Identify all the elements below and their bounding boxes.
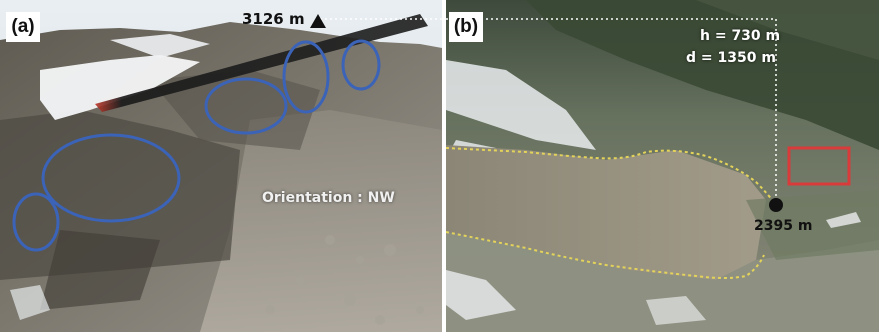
deposit-outline-upper [446,147,777,206]
summit-triangle-icon [310,14,326,28]
rock-face-photo [0,0,442,332]
summit-guide-line [320,18,446,20]
base-elevation-label: 2395 m [754,218,813,234]
height-label: h = 730 m [700,28,781,44]
photo-panel-a [0,0,442,332]
deposit-outline-lower [446,231,765,279]
orientation-label: Orientation : NW [262,190,395,206]
unstable-zone-ellipse [204,77,288,135]
panel-label-b: (b) [449,12,483,42]
distance-label: d = 1350 m [686,50,776,66]
unstable-zone-ellipse [282,40,330,114]
valley-photo [446,0,879,332]
unstable-zone-ellipse [341,39,381,91]
panel-divider [442,0,446,332]
unstable-zone-ellipse [12,192,60,252]
base-point-icon [769,198,783,212]
highlight-box [787,146,851,186]
panel-label-a: (a) [6,12,40,42]
photo-panel-b [446,0,879,332]
summit-elevation-label: 3126 m [242,10,305,28]
unstable-zone-ellipse [41,133,181,223]
